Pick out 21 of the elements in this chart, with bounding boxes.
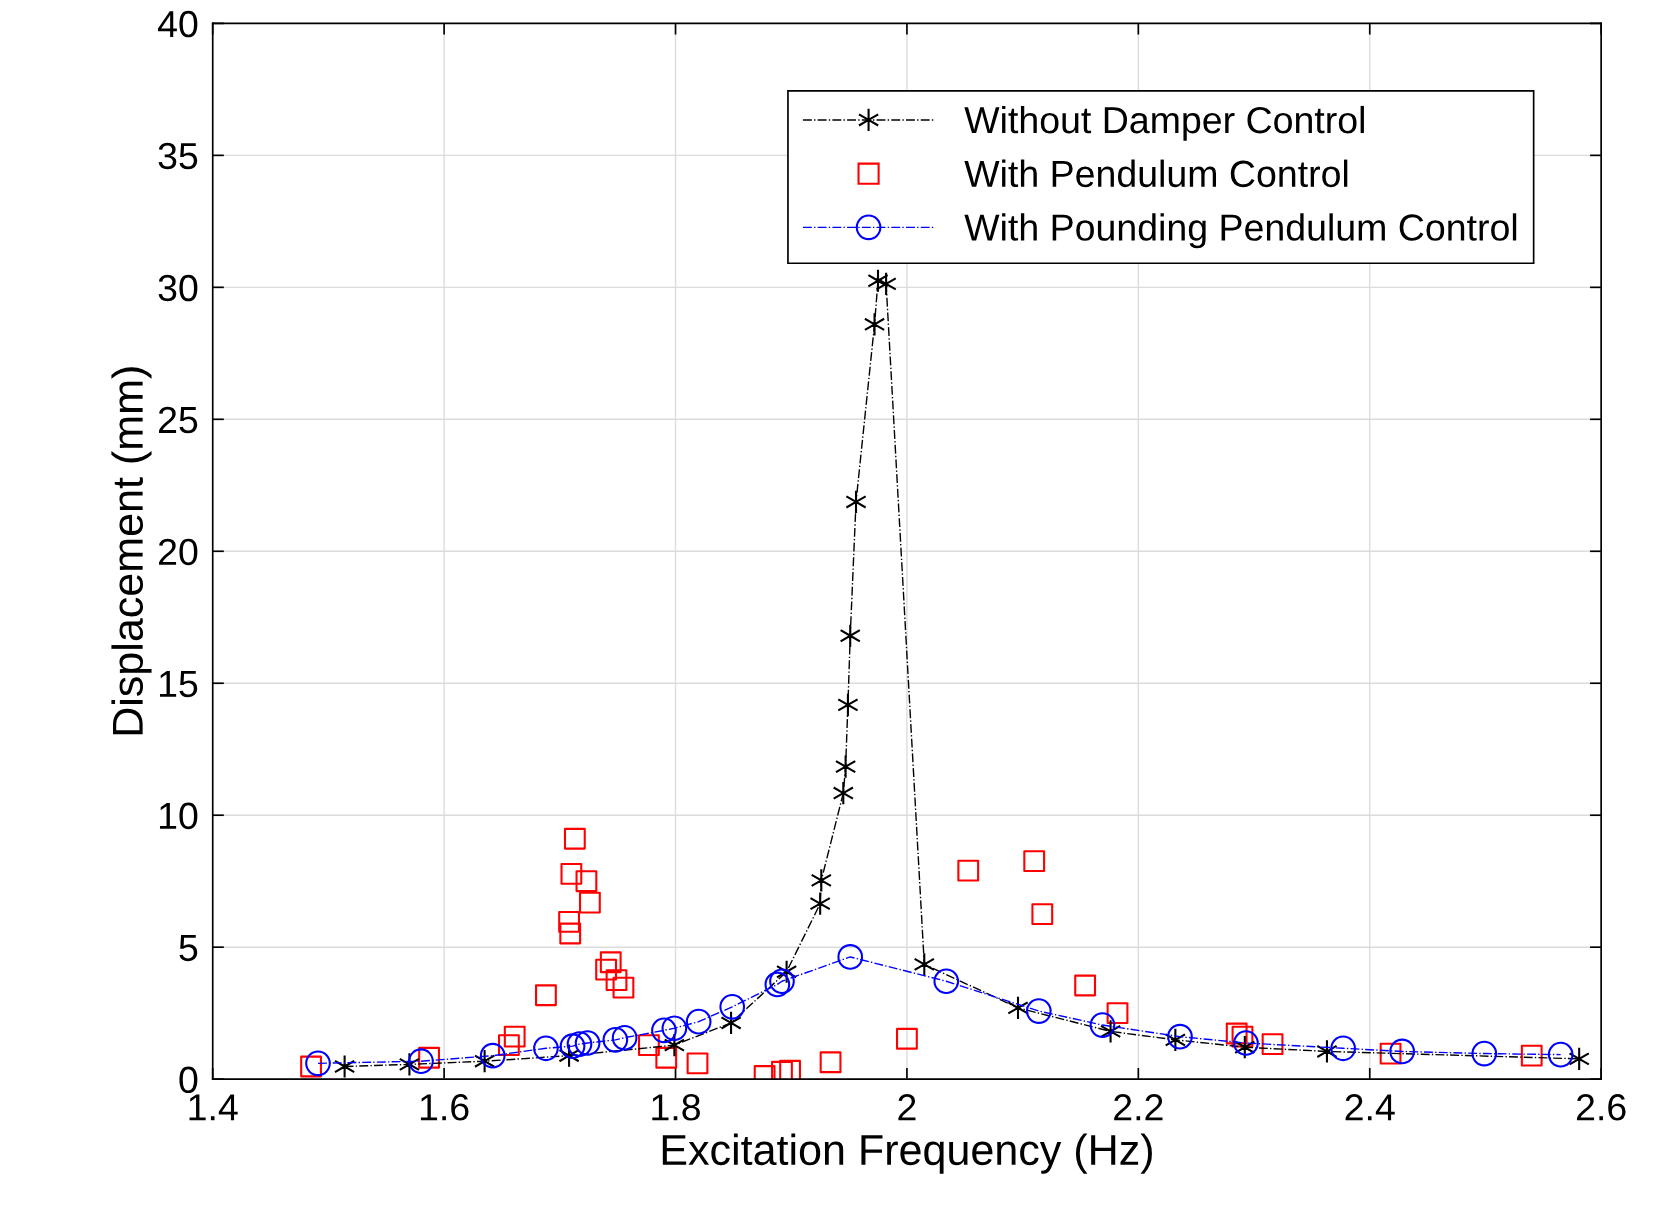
legend-label: With Pounding Pendulum Control xyxy=(964,213,1517,249)
y-tick-label: 30 xyxy=(158,274,198,302)
y-tick-label: 20 xyxy=(159,538,198,566)
x-tick-label: 1.4 xyxy=(189,1094,238,1121)
x-tick-label: 2.6 xyxy=(1576,1094,1626,1121)
x-tick-label: 2.2 xyxy=(1114,1094,1163,1121)
x-tick-label: 1.6 xyxy=(420,1094,469,1121)
y-tick-label: 10 xyxy=(159,802,198,830)
y-tick-label: 5 xyxy=(179,934,198,962)
x-tick-label: 2.4 xyxy=(1345,1094,1395,1121)
y-tick-label: 0 xyxy=(179,1066,198,1094)
y-tick-label: 15 xyxy=(159,671,198,698)
legend-label: With Pendulum Control xyxy=(964,159,1348,188)
x-axis-title: Excitation Frequency (Hz) xyxy=(662,1133,1152,1174)
legend-label: Without Damper Control xyxy=(964,105,1364,141)
x-tick-label: 1.8 xyxy=(652,1094,700,1121)
y-tick-label: 25 xyxy=(159,406,198,434)
y-tick-label: 40 xyxy=(157,10,198,38)
y-tick-label: 35 xyxy=(158,142,198,170)
y-axis-title: Displacement (mm) xyxy=(111,367,152,735)
x-tick-label: 2 xyxy=(898,1094,916,1121)
